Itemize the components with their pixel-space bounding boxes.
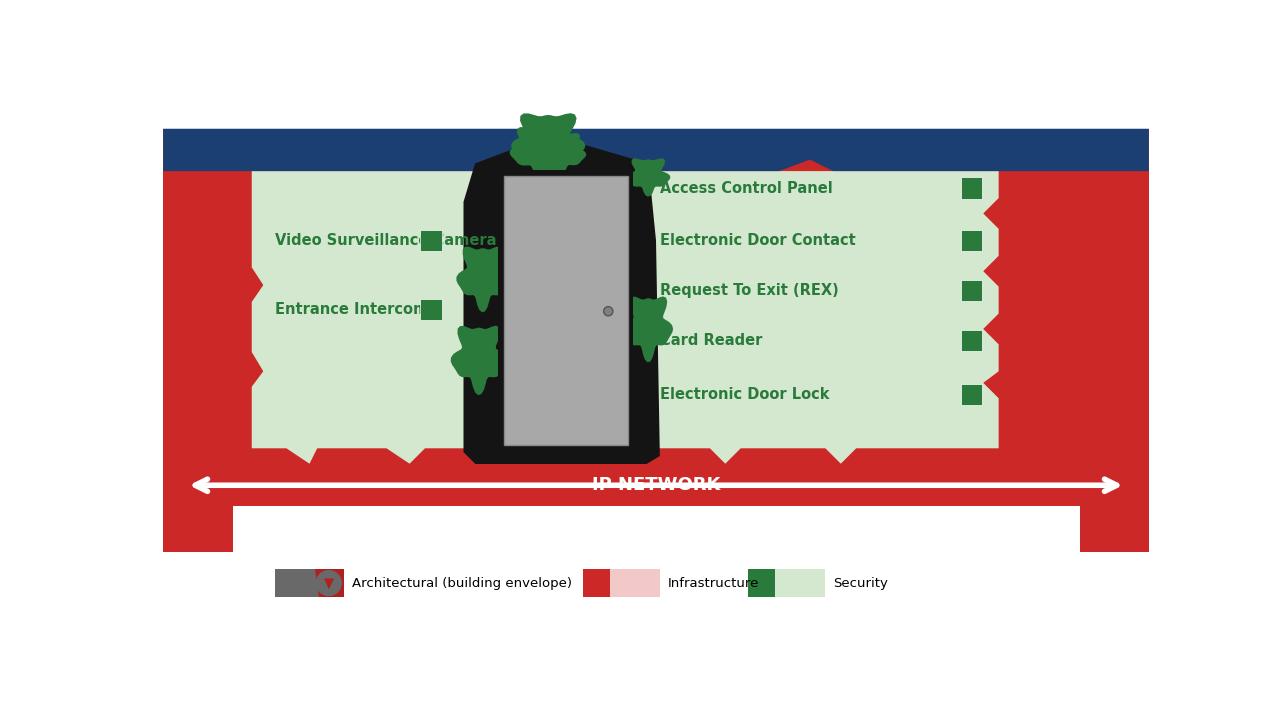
Polygon shape [451,325,507,395]
Text: Entrance Intercom: Entrance Intercom [275,302,428,318]
Text: Security: Security [833,577,888,590]
Text: Architectural (building envelope): Architectural (building envelope) [352,577,572,590]
Text: Access Control Panel: Access Control Panel [660,181,832,196]
Polygon shape [626,158,671,197]
Bar [498,169,632,451]
Polygon shape [511,113,585,179]
Polygon shape [324,578,334,589]
Circle shape [316,570,342,596]
Polygon shape [463,137,660,483]
Bar [749,570,776,597]
Polygon shape [315,570,344,597]
Circle shape [604,307,613,316]
Polygon shape [623,297,673,362]
Bar [275,570,344,597]
Text: Infrastructure: Infrastructure [668,577,759,590]
Polygon shape [640,171,998,464]
Bar [961,384,983,405]
Bar [609,570,660,597]
Text: Electronic Door Lock: Electronic Door Lock [660,387,829,402]
Text: Request To Exit (REX): Request To Exit (REX) [660,283,838,298]
Bar [961,330,983,351]
Bar [503,176,627,445]
Bar [233,506,1079,552]
Bar [164,129,1149,514]
Bar [961,279,983,301]
Text: IP NETWORK: IP NETWORK [591,476,721,494]
Polygon shape [164,129,1149,171]
Polygon shape [534,133,586,176]
Bar [776,570,826,597]
Bar [582,570,609,597]
Bar [1075,464,1149,506]
Bar [961,177,983,199]
Bar [420,230,442,251]
Text: Card Reader: Card Reader [660,333,762,348]
Text: Video Surveillance Camera: Video Surveillance Camera [275,233,497,248]
Bar [420,299,442,320]
Bar [233,464,1079,506]
Polygon shape [509,127,571,179]
Bar [164,464,237,506]
Bar [961,230,983,251]
Polygon shape [252,171,494,464]
Polygon shape [457,246,509,312]
Text: Electronic Door Contact: Electronic Door Contact [660,233,855,248]
Bar [164,506,1149,552]
